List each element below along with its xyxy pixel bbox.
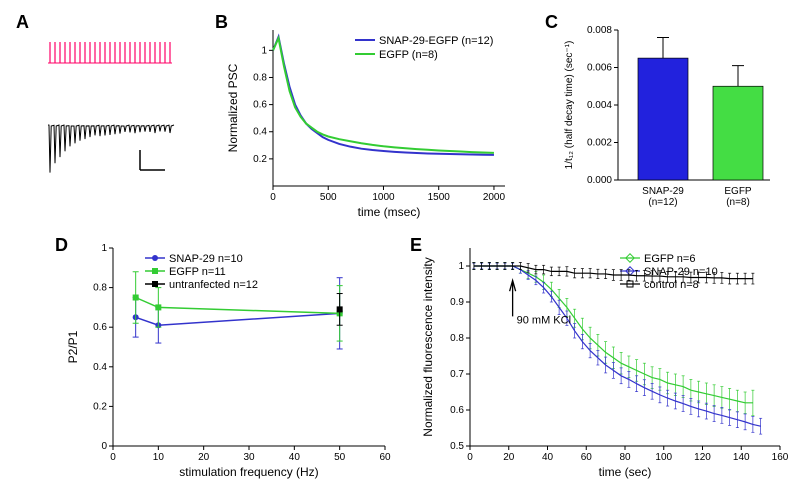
svg-text:0.4: 0.4 [93,362,107,373]
svg-text:1500: 1500 [428,192,451,203]
panel-a [40,30,180,180]
svg-text:(n=8): (n=8) [726,197,750,208]
panel-c: 0.000 0.002 0.004 0.006 0.008 1/t₁₂ (half dec… [560,20,780,220]
svg-text:SNAP-29-EGFP (n=12): SNAP-29-EGFP (n=12) [379,35,493,47]
svg-text:1: 1 [458,261,464,272]
svg-text:0.8: 0.8 [93,283,107,294]
svg-text:1: 1 [101,243,107,254]
panel-e: 0 20 40 60 80 100 120 140 160 0.5 0.6 0.7 0.8 0.9 1 tim… [420,240,790,480]
svg-text:0: 0 [101,441,107,452]
svg-text:40: 40 [289,452,301,463]
svg-text:0.006: 0.006 [587,63,612,74]
svg-text:0.7: 0.7 [450,369,464,380]
svg-text:1: 1 [261,45,267,56]
svg-text:100: 100 [655,452,672,463]
svg-text:P2/P1: P2/P1 [66,330,80,363]
svg-text:EGFP n=6: EGFP n=6 [644,253,695,265]
svg-text:0.6: 0.6 [253,100,267,111]
svg-text:0.5: 0.5 [450,441,464,452]
svg-text:1000: 1000 [372,192,395,203]
svg-text:0: 0 [467,452,473,463]
svg-text:0.9: 0.9 [450,297,464,308]
svg-text:EGFP (n=8): EGFP (n=8) [379,49,438,61]
svg-text:40: 40 [542,452,554,463]
svg-text:0.4: 0.4 [253,127,267,138]
svg-text:0.6: 0.6 [93,322,107,333]
panel-e-svg: 0 20 40 60 80 100 120 140 160 0.5 0.6 0.7 0.8 0.9 1 tim… [420,240,790,480]
panel-b: 0 500 1000 1500 2000 0.2 0.4 0.6 0.8 1 time (msec)… [225,20,515,220]
svg-text:0.8: 0.8 [253,72,267,83]
svg-text:500: 500 [320,192,337,203]
svg-text:0.002: 0.002 [587,138,612,149]
figure-root: A B 05001000150020000.20.40.60.81time (m… [10,10,790,490]
panel-a-label: A [16,12,29,33]
svg-text:10: 10 [153,452,165,463]
svg-text:stimulation frequency (Hz): stimulation frequency (Hz) [179,465,318,479]
panel-b-svg: 0 500 1000 1500 2000 0.2 0.4 0.6 0.8 1 time (msec)… [225,20,515,220]
svg-text:0.000: 0.000 [587,175,612,186]
svg-text:EGFP n=11: EGFP n=11 [169,266,226,278]
svg-text:0.2: 0.2 [93,401,107,412]
svg-text:2000: 2000 [483,192,506,203]
svg-text:0.6: 0.6 [450,405,464,416]
svg-text:60: 60 [379,452,391,463]
svg-text:untranfected n=12: untranfected n=12 [169,279,258,291]
svg-text:time (sec): time (sec) [599,465,652,479]
svg-text:120: 120 [694,452,711,463]
svg-text:time (msec): time (msec) [358,205,421,219]
svg-text:SNAP-29: SNAP-29 [642,186,684,197]
svg-text:0.004: 0.004 [587,100,612,111]
panel-d-svg: 0 10 20 30 40 50 60 0 0.2 0.4 0.6 0.8 1 stimulation f… [65,240,395,480]
svg-text:80: 80 [619,452,631,463]
svg-text:20: 20 [198,452,210,463]
svg-text:160: 160 [772,452,789,463]
svg-text:0.8: 0.8 [450,333,464,344]
svg-text:50: 50 [334,452,346,463]
svg-text:(n=12): (n=12) [648,197,677,208]
svg-text:20: 20 [503,452,515,463]
panel-d: 0 10 20 30 40 50 60 0 0.2 0.4 0.6 0.8 1 stimulation f… [65,240,395,480]
svg-text:0.008: 0.008 [587,25,612,36]
svg-text:0: 0 [110,452,116,463]
svg-text:90 mM KCl: 90 mM KCl [517,315,571,327]
svg-text:140: 140 [733,452,750,463]
svg-text:Normalized PSC: Normalized PSC [226,63,240,152]
svg-text:SNAP-29 n=10: SNAP-29 n=10 [169,253,243,265]
svg-text:60: 60 [581,452,593,463]
svg-text:30: 30 [243,452,255,463]
svg-text:0.2: 0.2 [253,154,267,165]
svg-text:Normalized fluorescence intens: Normalized fluorescence intensity [421,257,435,436]
panel-c-svg: 0.000 0.002 0.004 0.006 0.008 1/t₁₂ (half dec… [560,20,780,220]
svg-text:0: 0 [270,192,276,203]
panel-c-label: C [545,12,558,33]
svg-text:1/t₁₂ (half decay time) (sec⁻¹: 1/t₁₂ (half decay time) (sec⁻¹) [564,41,575,170]
panel-a-svg [40,30,180,180]
svg-text:EGFP: EGFP [724,186,752,197]
